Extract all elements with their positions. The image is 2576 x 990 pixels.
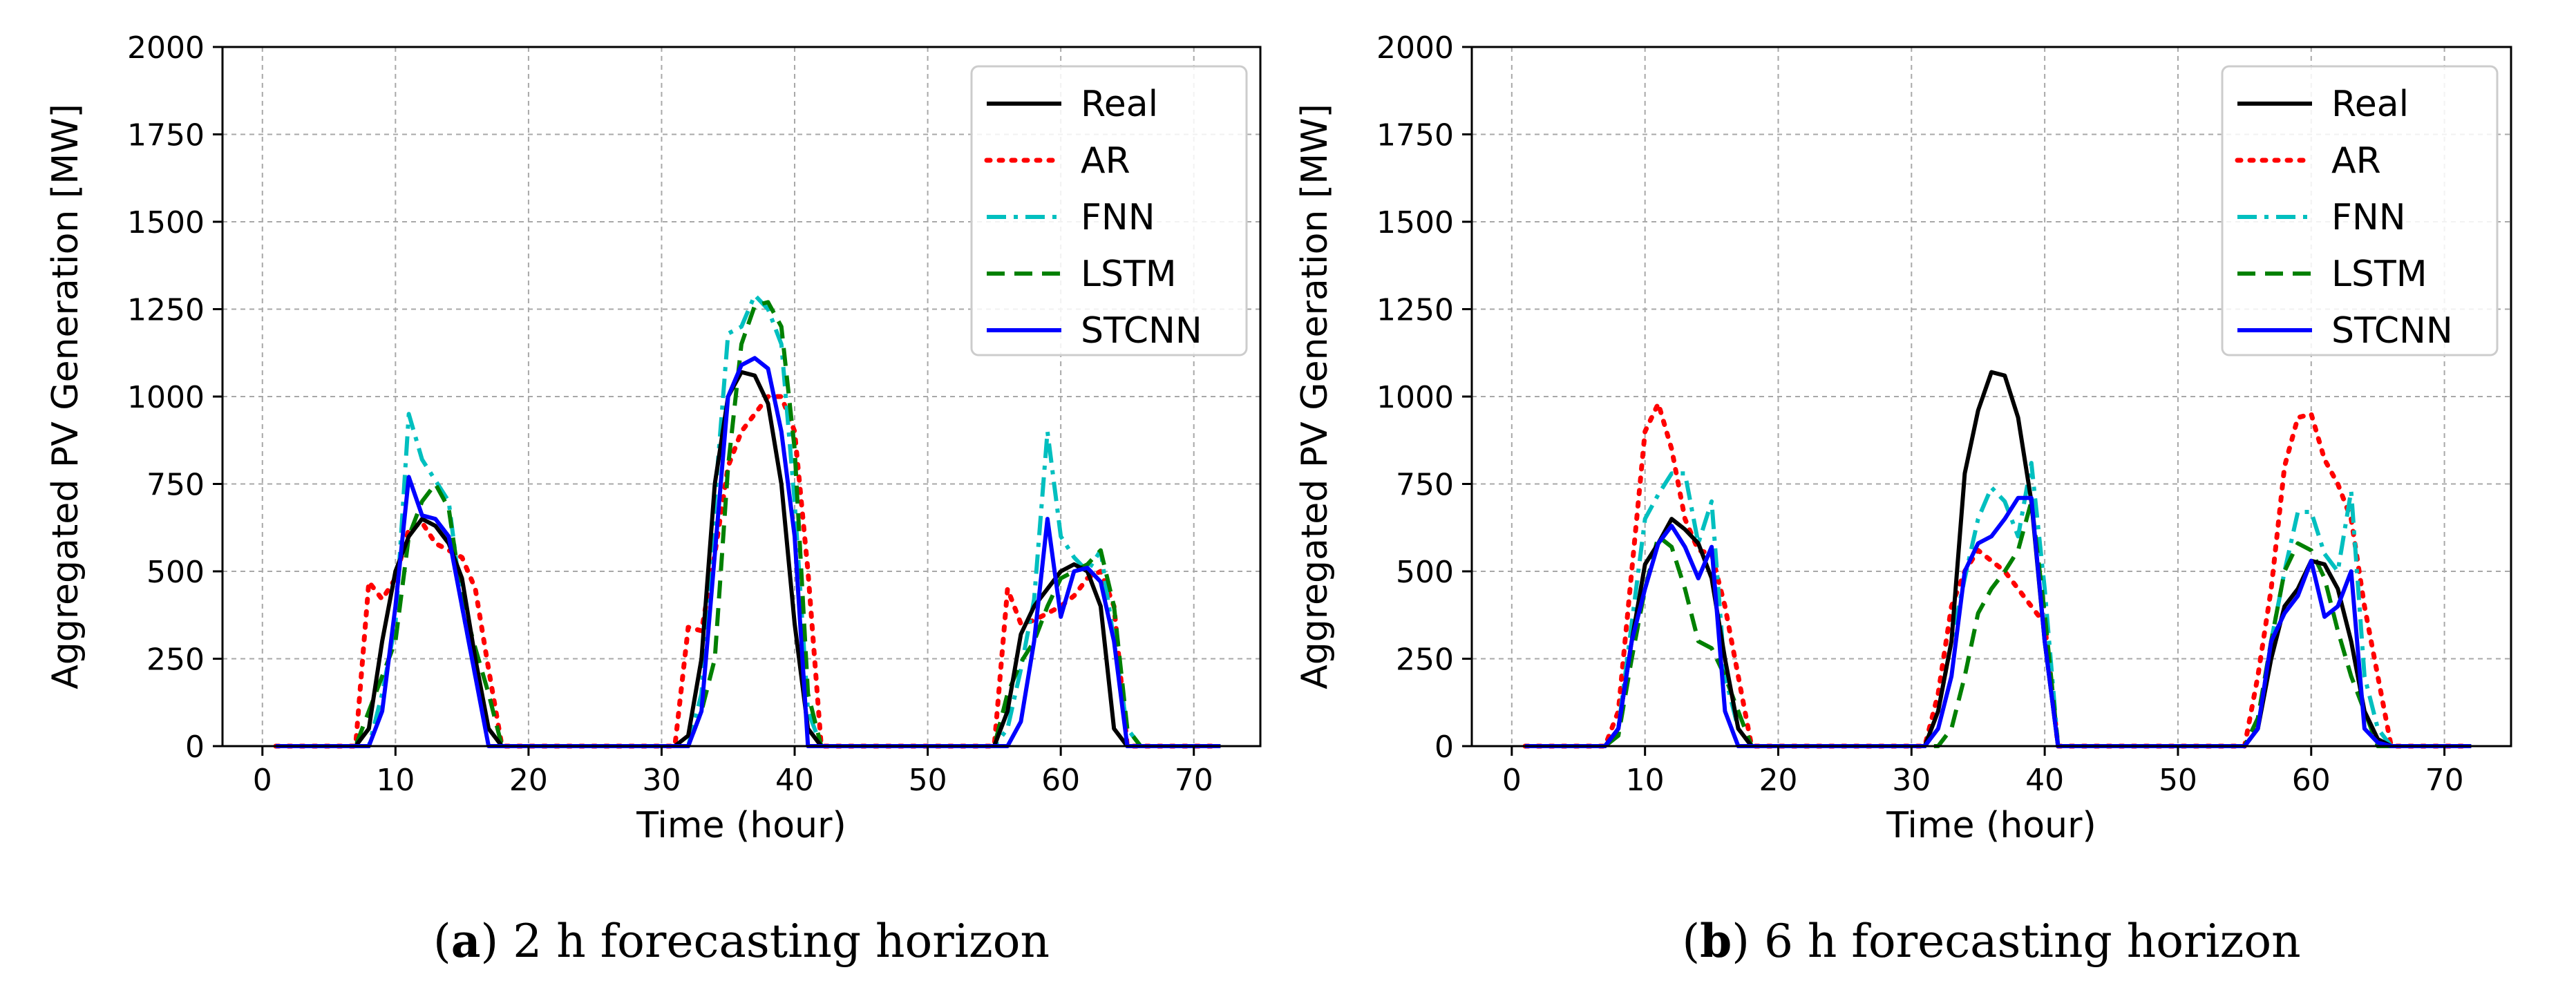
chart-b-line-ar (1522, 401, 2474, 749)
chart-a-ytick-label-7: 1750 (127, 118, 205, 153)
chart-a-xlabel: Time (hour) (636, 805, 846, 846)
chart-b-legend-label-real: Real (2331, 84, 2409, 125)
chart-b-ytick-label-8: 2000 (1376, 30, 1454, 66)
chart-a-line-stcnn (276, 356, 1221, 748)
chart-a: 0 10 20 30 40 50 60 70 0 250 500 750 1000 1250 1500 175… (45, 30, 1262, 968)
chart-a-legend-label-real: Real (1081, 84, 1158, 125)
chart-b-ytick-label-7: 1750 (1376, 118, 1454, 153)
chart-b-legend-label-ar: AR (2331, 140, 2381, 182)
chart-b-series (1522, 370, 2474, 749)
chart-a-legend-box (970, 65, 1248, 356)
chart-a-ytick-label-6: 1500 (127, 205, 205, 240)
chart-a-line-lstm (276, 300, 1221, 748)
chart-b-xtick-label-2: 20 (1759, 763, 1797, 798)
chart-b-ylabel: Aggregated PV Generation [MW] (1294, 104, 1336, 689)
chart-a-xtick-label-1: 10 (376, 763, 415, 798)
chart-b-xtick-label-3: 30 (1892, 763, 1931, 798)
chart-b: 0 10 20 30 40 50 60 70 0 250 500 750 1000 1250 1500 175… (1294, 30, 2512, 968)
chart-b-ticks: 0 10 20 30 40 50 60 70 0 250 500 750 1000 1250 1500 175… (1376, 30, 2464, 798)
chart-b-line-stcnn (1525, 495, 2472, 748)
chart-b-xlabel: Time (hour) (1886, 805, 2096, 846)
chart-b-ytick-label-2: 500 (1396, 555, 1454, 590)
chart-a-line-fnn (276, 293, 1221, 748)
chart-b-ytick-label-6: 1500 (1376, 205, 1454, 240)
chart-a-xtick-label-5: 50 (909, 763, 947, 798)
chart-b-ytick-label-1: 250 (1396, 642, 1454, 678)
chart-a-line-real (276, 370, 1221, 748)
chart-a-ytick-label-1: 250 (146, 642, 205, 678)
chart-a-legend-label-ar: AR (1081, 140, 1130, 182)
chart-b-caption: (b) 6 h forecasting horizon (1682, 914, 2300, 968)
chart-a-xtick-label-0: 0 (253, 763, 272, 798)
chart-b-legend-box (2221, 65, 2499, 356)
chart-a-legend: Real AR FNN LSTM STCNN (970, 65, 1248, 356)
chart-a-series (273, 293, 1223, 749)
chart-a-legend-label-stcnn: STCNN (1081, 310, 1202, 352)
chart-a-xtick-label-2: 20 (509, 763, 548, 798)
chart-b-line-lstm (1525, 499, 2472, 748)
chart-b-ytick-label-5: 1250 (1376, 293, 1454, 328)
chart-a-ytick-label-5: 1250 (127, 293, 205, 328)
chart-a-xtick-label-7: 70 (1175, 763, 1213, 798)
chart-b-ytick-label-3: 750 (1396, 468, 1454, 503)
chart-a-xtick-label-6: 60 (1041, 763, 1080, 798)
chart-b-xtick-label-6: 60 (2292, 763, 2331, 798)
chart-b-xtick-label-7: 70 (2425, 763, 2464, 798)
chart-b-xtick-label-1: 10 (1626, 763, 1665, 798)
chart-b-legend-label-lstm: LSTM (2331, 254, 2427, 295)
chart-b-xtick-label-4: 40 (2025, 763, 2064, 798)
chart-a-xtick-label-3: 30 (642, 763, 681, 798)
chart-a-ytick-label-8: 2000 (127, 30, 205, 66)
chart-b-legend: Real AR FNN LSTM STCNN (2221, 65, 2499, 356)
chart-a-ticks: 0 10 20 30 40 50 60 70 0 250 500 750 1000 1250 1500 175… (127, 30, 1213, 798)
chart-a-caption: (a) 2 h forecasting horizon (433, 914, 1050, 968)
chart-a-ytick-label-3: 750 (146, 468, 205, 503)
chart-a-legend-label-fnn: FNN (1081, 197, 1155, 238)
chart-b-xtick-label-0: 0 (1502, 763, 1522, 798)
chart-b-legend-label-stcnn: STCNN (2331, 310, 2453, 352)
chart-b-legend-label-fnn: FNN (2331, 197, 2406, 238)
chart-a-ytick-label-2: 500 (146, 555, 205, 590)
chart-b-ytick-label-0: 0 (1434, 730, 1454, 765)
chart-a-legend-label-lstm: LSTM (1081, 254, 1177, 295)
chart-a-xtick-label-4: 40 (775, 763, 814, 798)
chart-b-line-fnn (1525, 461, 2472, 748)
chart-b-ytick-label-4: 1000 (1376, 380, 1454, 415)
chart-a-ytick-label-4: 1000 (127, 380, 205, 415)
chart-a-ylabel: Aggregated PV Generation [MW] (45, 104, 86, 689)
chart-b-xtick-label-5: 50 (2159, 763, 2197, 798)
chart-a-ytick-label-0: 0 (185, 730, 205, 765)
